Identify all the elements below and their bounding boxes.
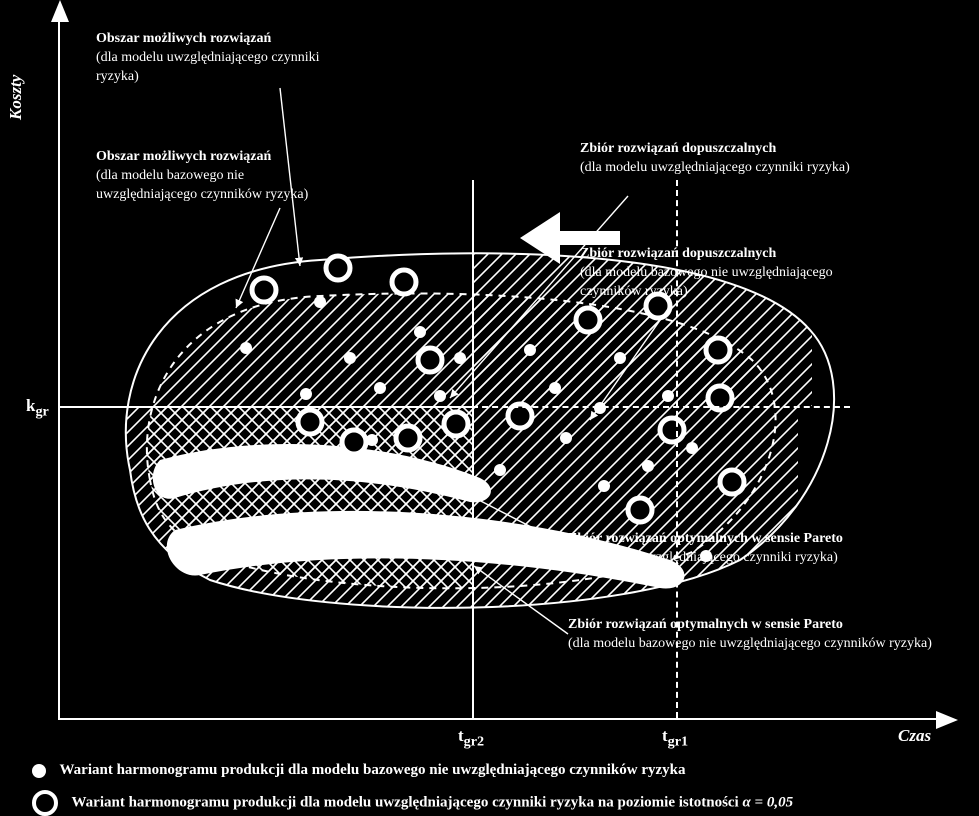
- callout-5: Zbiór rozwiązań optymalnych w sensie Par…: [568, 530, 948, 568]
- legend-2-text: Wariant harmonogramu produkcji dla model…: [71, 794, 742, 810]
- tgr2-line-solid: [472, 180, 474, 718]
- callout-6: Zbiór rozwiązań optymalnych w sensie Par…: [568, 616, 948, 654]
- legend-ring-icon: [32, 790, 58, 816]
- kgr-line-solid: [58, 406, 472, 408]
- legend-row-2: Wariant harmonogramu produkcji dla model…: [32, 790, 793, 816]
- legend-1-text: Wariant harmonogramu produkcji dla model…: [59, 762, 685, 778]
- diagram-canvas: Koszty Czas kgr tgr2 tgr1: [0, 0, 979, 816]
- callout-2: Obszar możliwych rozwiązań (dla modelu b…: [96, 148, 336, 205]
- kgr-line-dashed: [472, 406, 850, 408]
- callout-1: Obszar możliwych rozwiązań (dla modelu u…: [96, 30, 336, 87]
- legend-2-alpha: α = 0,05: [742, 794, 793, 810]
- callout-3: Zbiór rozwiązań dopuszczalnych (dla mode…: [580, 140, 860, 178]
- callout-4: Zbiór rozwiązań dopuszczalnych (dla mode…: [580, 245, 860, 302]
- legend-small-dot-icon: [32, 764, 46, 778]
- legend-row-1: Wariant harmonogramu produkcji dla model…: [32, 762, 685, 779]
